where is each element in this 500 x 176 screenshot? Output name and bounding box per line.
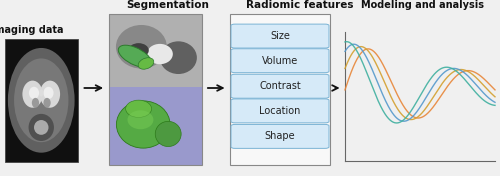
Ellipse shape [160, 41, 197, 74]
FancyBboxPatch shape [231, 74, 329, 98]
FancyBboxPatch shape [5, 39, 78, 162]
Ellipse shape [39, 89, 44, 97]
Ellipse shape [14, 58, 68, 142]
Ellipse shape [34, 120, 48, 135]
Ellipse shape [116, 101, 170, 148]
Ellipse shape [118, 45, 152, 67]
Text: Segmentation: Segmentation [126, 0, 209, 10]
Text: Shape: Shape [264, 131, 296, 141]
Ellipse shape [29, 87, 39, 99]
Ellipse shape [28, 114, 54, 141]
Ellipse shape [44, 98, 51, 108]
Ellipse shape [32, 98, 39, 108]
Ellipse shape [22, 81, 42, 108]
Ellipse shape [116, 25, 167, 69]
FancyBboxPatch shape [231, 49, 329, 73]
Text: Modeling and analysis: Modeling and analysis [361, 0, 484, 10]
Text: Volume: Volume [262, 56, 298, 66]
Ellipse shape [8, 48, 74, 153]
FancyBboxPatch shape [109, 87, 202, 165]
Ellipse shape [147, 44, 173, 64]
Ellipse shape [155, 121, 181, 147]
FancyBboxPatch shape [231, 99, 329, 123]
Text: Contrast: Contrast [259, 81, 301, 91]
Ellipse shape [128, 110, 154, 129]
Ellipse shape [126, 100, 152, 117]
Ellipse shape [138, 58, 154, 69]
FancyBboxPatch shape [231, 124, 329, 148]
Text: Size: Size [270, 31, 290, 41]
FancyBboxPatch shape [231, 24, 329, 48]
Ellipse shape [44, 87, 54, 99]
Text: Imaging data: Imaging data [0, 25, 64, 35]
Text: Radiomic features: Radiomic features [246, 0, 354, 10]
Ellipse shape [40, 81, 60, 108]
FancyBboxPatch shape [230, 14, 330, 165]
Ellipse shape [128, 43, 149, 58]
FancyBboxPatch shape [109, 14, 202, 87]
Text: Location: Location [260, 106, 300, 116]
